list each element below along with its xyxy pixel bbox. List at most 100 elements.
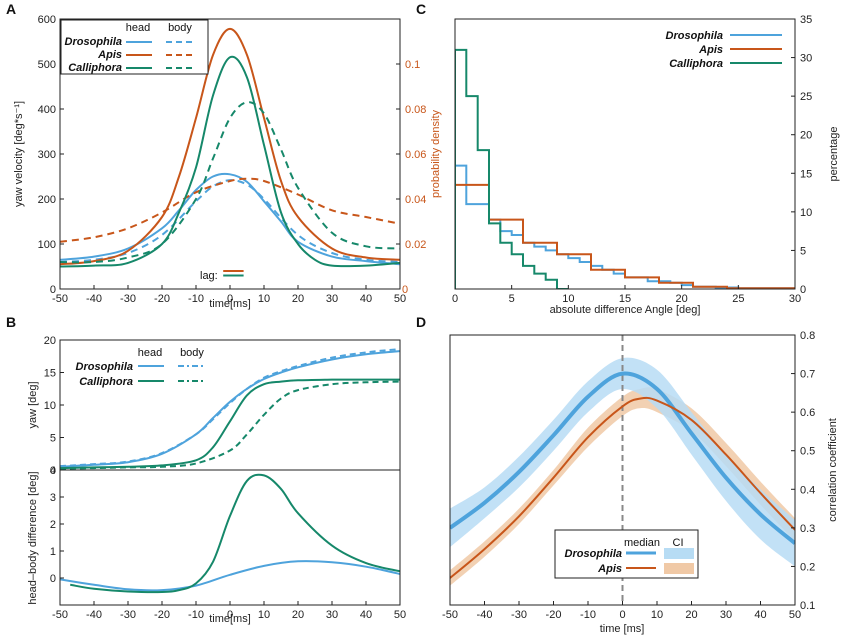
panel-a-legend-apis: Apis — [97, 49, 122, 61]
panel-d-legend: median CI Drosophila Apis — [554, 529, 699, 579]
panel-b-bottom-ytick-label: 0 — [50, 573, 56, 585]
panel-d-ytick-label: 0.4 — [800, 484, 815, 496]
panel-b-bottom-ytick-label: 1 — [50, 546, 56, 558]
panel-b-legend: head body Drosophila Calliphora — [76, 347, 206, 388]
panel-d-xtick-label: 50 — [789, 609, 801, 621]
panel-d-legend-apis: Apis — [597, 563, 622, 575]
panel-a-y2-ytick-label: 0.02 — [405, 239, 426, 251]
panel-label-d: D — [416, 314, 426, 330]
panel-a-y2-ytick-label: 0.08 — [405, 104, 426, 116]
panel-a-series-apis-head — [60, 27, 400, 266]
panel-a-ytick-label: 400 — [38, 104, 56, 116]
panel-c-ytick-label: 5 — [800, 245, 806, 257]
panel-b-bottom-ytick-label: 3 — [50, 492, 56, 504]
panel-c-legend-calliphora: Calliphora — [669, 58, 723, 70]
panel-d-ytick-label: 0.6 — [800, 407, 815, 419]
panel-d-ytick-label: 0.2 — [800, 561, 815, 573]
panel-a-series-drosophila-body — [60, 179, 400, 263]
panel-a-series-drosophila-head — [60, 172, 400, 266]
panel-a-legend-box — [60, 19, 209, 75]
panel-a-ylabel: yaw velocity [deg*s⁻¹] — [13, 101, 25, 207]
panel-c-xtick-label: 25 — [732, 293, 744, 305]
panel-a-y2-ytick-label: 0.04 — [405, 194, 426, 206]
panel-a-legend-drosophila: Drosophila — [65, 36, 122, 48]
panel-a-y2-ytick-label: 0.06 — [405, 149, 426, 161]
panel-c-xtick-label: 10 — [562, 293, 574, 305]
panel-b-xtick-label: 30 — [326, 609, 338, 621]
panel-b-legend-calliphora: Calliphora — [79, 376, 133, 388]
panel-a-xtick-label: 50 — [394, 293, 406, 305]
panel-a-xtick-label: 20 — [292, 293, 304, 305]
panel-b-xlabel: time[ms] — [209, 613, 251, 625]
panel-a-xtick-label: 10 — [258, 293, 270, 305]
panel-d-xtick-label: -20 — [546, 609, 562, 621]
panel-a-legend-calliphora: Calliphora — [68, 62, 122, 74]
panel-c-xtick-label: 5 — [509, 293, 515, 305]
panel-d-ytick-label: 0.5 — [800, 446, 815, 458]
panel-d-xtick-label: 20 — [685, 609, 697, 621]
panel-a-ytick-label: 300 — [38, 149, 56, 161]
panel-d-xtick-label: 30 — [720, 609, 732, 621]
panel-a-legend-col2: body — [168, 22, 192, 34]
panel-b-top-ytick-label: 20 — [44, 335, 56, 347]
panel-c-ytick-label: 30 — [800, 53, 812, 65]
panel-d-ytick-label: 0.1 — [800, 600, 815, 612]
panel-d-ytick-label: 0.3 — [800, 523, 815, 535]
panel-d: -50 -40 -30 -20 -10 0 10 20 30 40 500.1 0.2 0.3 0.4 0.… — [442, 330, 839, 635]
panel-a-legend-col1: head — [126, 22, 150, 34]
panel-d-legend-col1: median — [624, 537, 660, 549]
panel-label-b: B — [6, 314, 16, 330]
panel-b-xtick-label: 20 — [292, 609, 304, 621]
panel-d-ylabel: correlation coefficient — [827, 418, 839, 522]
panel-d-median-drosophila — [450, 371, 795, 545]
panel-a-ytick-label: 0 — [50, 284, 56, 296]
panel-label-a: A — [6, 1, 16, 17]
panel-b-top-series-calliphora-head — [60, 378, 400, 470]
panel-b-xtick-label: 50 — [394, 609, 406, 621]
panel-a-xtick-label: 40 — [360, 293, 372, 305]
panel-d-median-apis — [450, 396, 795, 579]
panel-c-xtick-label: 15 — [619, 293, 631, 305]
panel-d-ci-band-drosophila — [450, 357, 795, 567]
panel-c-ytick-label: 35 — [800, 14, 812, 26]
panel-c-hist-apis — [455, 183, 795, 289]
panel-c-ytick-label: 20 — [800, 130, 812, 142]
panel-b-xtick-label: -50 — [52, 609, 68, 621]
panel-b-bottom-ytick-label: 2 — [50, 519, 56, 531]
panel-a-y2tick-label: 0 — [402, 284, 408, 296]
panel-a-series-calliphora-body-probability-density — [60, 101, 400, 264]
panel-a-xtick-label: -30 — [120, 293, 136, 305]
panel-c-frame — [454, 18, 796, 290]
panel-b-xtick-label: -30 — [120, 609, 136, 621]
panel-a-ytick-label: 600 — [38, 14, 56, 26]
panel-c-hist-calliphora — [455, 48, 569, 289]
panel-c-ytick-label: 25 — [800, 91, 812, 103]
panel-a-series-apis-body-probability-density — [60, 177, 400, 243]
panel-d-swatch-drosophila-ci — [664, 548, 694, 559]
panel-a-series-calliphora-head — [60, 55, 400, 268]
panel-b-ylabel-top: yaw [deg] — [27, 381, 39, 428]
panel-label-c: C — [416, 1, 426, 17]
panel-c-xtick-label: 0 — [452, 293, 458, 305]
panel-b-top-ytick-label: 10 — [44, 400, 56, 412]
panel-b-xtick-label: -10 — [188, 609, 204, 621]
panel-c-legend: Drosophila Apis Calliphora — [666, 30, 782, 70]
panel-a-xtick-label: -10 — [188, 293, 204, 305]
panel-b-xtick-label: 0 — [227, 609, 233, 621]
panel-b-legend-col1: head — [138, 347, 162, 359]
panel-d-ytick-label: 0.8 — [800, 330, 815, 342]
panel-b-legend-col2: body — [180, 347, 204, 359]
panel-a-legend: head body Drosophila Apis Calliphora — [60, 19, 209, 75]
panel-a-ytick-label: 100 — [38, 239, 56, 251]
panel-b-top-series-calliphora-body — [60, 380, 400, 470]
panel-a-xtick-label: -20 — [154, 293, 170, 305]
panel-c-xtick-label: 20 — [676, 293, 688, 305]
panel-c-xtick-label: 30 — [789, 293, 801, 305]
panel-c-legend-drosophila: Drosophila — [666, 30, 723, 42]
panel-b-top-ytick-label: 5 — [50, 433, 56, 445]
panel-d-ytick-label: 0.7 — [800, 369, 815, 381]
panel-b-xtick-label: -20 — [154, 609, 170, 621]
panel-b-xtick-label: 40 — [360, 609, 372, 621]
panel-d-xtick-label: -40 — [477, 609, 493, 621]
